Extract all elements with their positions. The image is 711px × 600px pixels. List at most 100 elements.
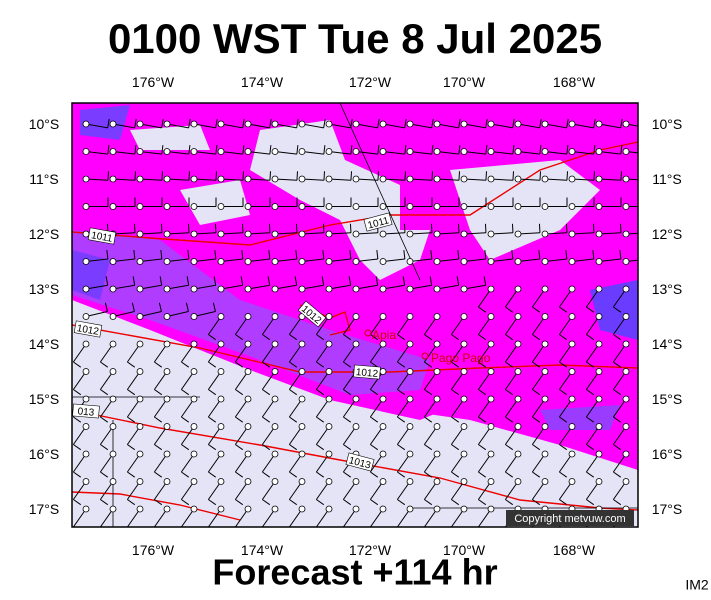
wind-barb-flag — [370, 389, 379, 396]
wind-station — [136, 148, 144, 155]
wind-station — [190, 395, 198, 403]
wind-station — [298, 450, 306, 458]
wind-station — [244, 478, 252, 485]
wind-barb-flag — [316, 334, 325, 341]
wind-barb-flag — [161, 145, 164, 155]
wind-barb-flag — [296, 118, 299, 128]
wind-barb-flag — [242, 171, 244, 181]
wind-station — [433, 423, 441, 430]
wind-station — [163, 203, 171, 210]
wind-barb — [85, 311, 108, 317]
wind-station — [244, 395, 252, 403]
wind-barb-flag — [613, 416, 622, 423]
wind-barb — [112, 151, 135, 155]
wind-station — [541, 340, 549, 348]
wind-barb-flag — [451, 334, 460, 341]
wind-barb-flag — [316, 471, 325, 478]
wind-barb-flag — [431, 145, 434, 155]
wind-station — [271, 395, 279, 403]
wind-barb — [382, 178, 405, 181]
wind-barb — [598, 178, 621, 181]
wind-station — [379, 505, 387, 513]
longitude-label: 170°W — [443, 542, 486, 558]
latitude-label: 15°S — [652, 391, 683, 407]
wind-station — [190, 285, 198, 293]
isobar-label-box — [73, 320, 103, 338]
wind-barb-flag — [181, 526, 183, 527]
wind-barb — [382, 258, 405, 262]
wind-station — [298, 258, 306, 265]
wind-barb-flag — [451, 444, 460, 451]
wind-barb — [234, 371, 249, 390]
wind-barb-flag — [213, 276, 217, 286]
latitude-label: 13°S — [29, 281, 60, 297]
wind-station — [568, 478, 576, 485]
wind-barb-flag — [343, 416, 352, 423]
wind-station — [595, 230, 603, 238]
wind-barb-flag — [241, 250, 244, 260]
wind-barb — [207, 343, 222, 363]
wind-station — [406, 120, 414, 128]
wind-station — [406, 340, 414, 348]
wind-barb-flag — [316, 389, 325, 396]
latitude-label: 15°S — [29, 391, 60, 407]
wind-barb-flag — [458, 118, 461, 128]
wind-station — [568, 175, 576, 183]
wind-barb-flag — [294, 276, 298, 286]
wind-barb-flag — [586, 389, 595, 396]
wind-station — [136, 258, 144, 265]
wind-station — [109, 203, 117, 210]
wind-barb — [436, 258, 459, 262]
wind-barb — [477, 288, 492, 308]
wind-barb-flag — [215, 145, 218, 155]
wind-barb-flag — [586, 334, 595, 341]
wind-station — [433, 175, 441, 183]
wind-station — [136, 423, 144, 430]
isobar-label: 013 — [72, 403, 100, 419]
wind-station — [433, 203, 441, 210]
wind-station — [379, 203, 387, 210]
wind-barb — [328, 284, 351, 290]
wind-station — [82, 285, 90, 293]
wind-barb — [85, 123, 108, 129]
wind-station — [163, 478, 171, 485]
wind-barb-flag — [478, 416, 487, 423]
wind-station — [298, 478, 306, 485]
wind-barb — [180, 508, 195, 527]
wind-station — [298, 148, 306, 155]
wind-station — [568, 203, 576, 210]
wind-barb-flag — [289, 334, 298, 341]
wind-barb — [544, 178, 567, 181]
wind-station — [190, 203, 198, 210]
wind-barb — [558, 288, 573, 308]
wind-barb — [315, 426, 330, 445]
wind-barb-flag — [208, 526, 210, 527]
wind-barb-flag — [107, 118, 110, 128]
wind-barb-flag — [431, 118, 434, 128]
longitude-label: 172°W — [349, 74, 392, 90]
wind-station — [163, 175, 171, 183]
wind-barb — [382, 232, 405, 235]
wind-barb-flag — [343, 334, 352, 341]
wind-barb-flag — [478, 444, 487, 451]
wind-barb — [207, 481, 222, 500]
wind-barb — [396, 398, 411, 418]
wind-barb-flag — [316, 361, 325, 368]
wind-barb — [409, 151, 432, 155]
wind-barb-flag — [532, 499, 541, 506]
wind-barb-flag — [323, 118, 326, 128]
wind-station — [217, 120, 225, 128]
wind-station — [406, 203, 414, 210]
wind-barb — [558, 453, 573, 473]
wind-barb-flag — [187, 223, 190, 233]
wind-station — [460, 395, 468, 403]
wind-barb-flag — [235, 471, 244, 478]
wind-barb-flag — [424, 334, 433, 341]
wind-barb — [274, 178, 297, 181]
wind-barb-flag — [370, 526, 372, 527]
wind-station — [190, 505, 198, 513]
wind-station — [568, 423, 576, 430]
wind-barb — [450, 508, 465, 527]
wind-station — [595, 313, 603, 320]
wind-barb — [139, 151, 162, 155]
